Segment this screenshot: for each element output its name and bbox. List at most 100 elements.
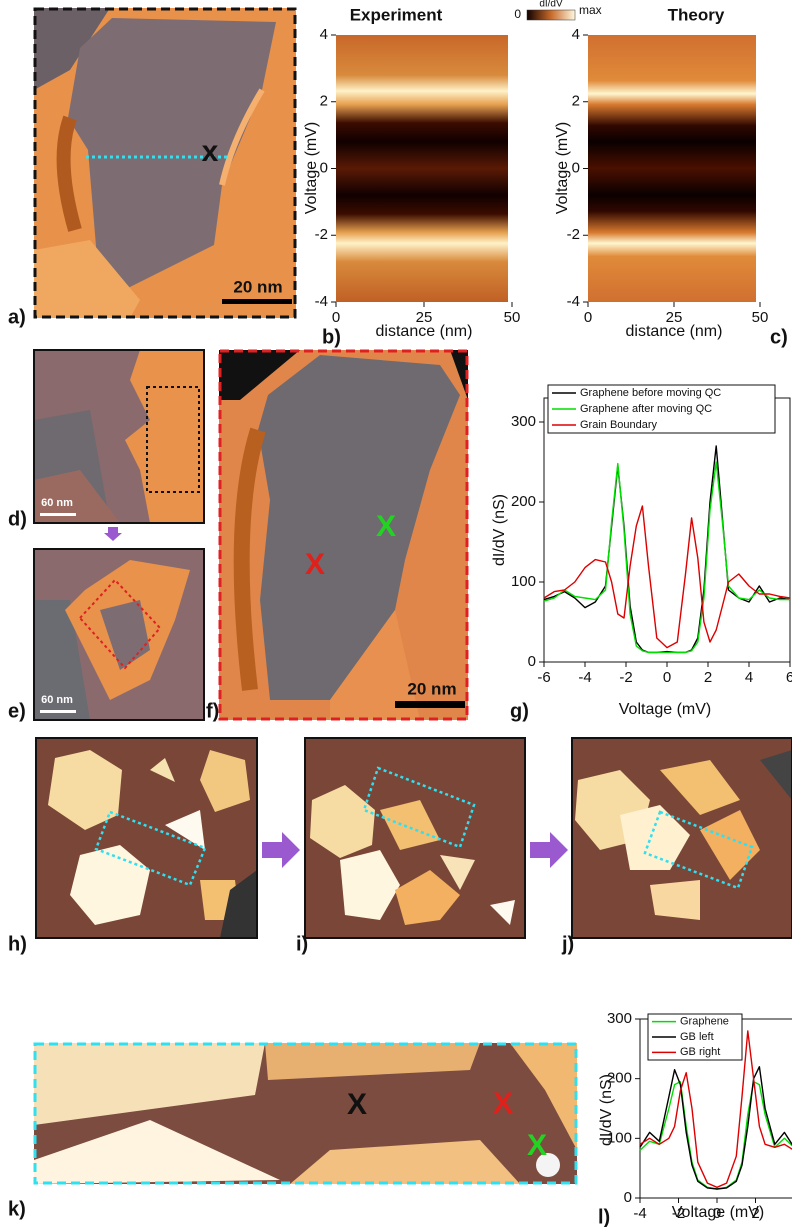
stm-image-a [34,8,296,318]
series-line [543,461,790,654]
image-border [35,737,258,939]
tracked-region [94,810,207,887]
scale-bar [40,513,76,516]
marker: X [347,1088,367,1121]
scale-bar [222,299,292,304]
panel-label: d) [8,508,27,530]
stm-image-i [305,738,525,938]
tracked-region [362,766,476,849]
y-tick-label: -4 [315,293,328,310]
panel-label: f) [206,700,219,722]
image-border [33,1042,578,1185]
x-tick-label: 0 [663,669,671,686]
stm-image-k [34,1043,577,1184]
x-tick-label: 0 [713,1205,721,1222]
y-axis-label: Voltage (mV) [554,122,571,214]
stm-image-f [219,350,468,720]
marker: X [376,510,396,543]
stm-image-e [34,549,204,720]
x-tick-label: -2 [672,1205,685,1222]
x-tick-label: -2 [619,669,632,686]
panel-label: i) [296,933,308,955]
series-line [543,445,791,654]
panel-label: h) [8,933,27,955]
marker: X [493,1087,513,1120]
y-tick-label: 200 [607,1070,632,1087]
series-line [543,505,791,649]
y-tick-label: 4 [320,26,328,43]
x-tick-label: 0 [584,309,592,326]
colorbar-min: 0 [514,7,521,21]
x-axis-label: distance (nm) [376,323,473,340]
y-tick-label: 100 [511,573,536,590]
x-tick-label: 50 [504,309,521,326]
colorbar-label: dI/dV [539,0,563,10]
panel-label: e) [8,700,26,722]
y-tick-label: 300 [511,413,536,430]
legend-label: Grain Boundary [580,419,658,431]
y-tick-label: 0 [572,159,580,176]
marker: x [202,135,219,168]
x-tick-label: -4 [633,1205,646,1222]
y-tick-label: 4 [572,26,580,43]
zoom-box [146,386,200,493]
scale-bar-label: 60 nm [41,694,73,706]
arrow [530,832,568,868]
x-tick-label: -4 [578,669,591,686]
y-tick-label: 300 [607,1010,632,1027]
stm-image-d [34,350,204,523]
y-tick-label: 0 [624,1189,632,1206]
series-line [639,1066,792,1190]
series-line [639,1081,792,1190]
heatmap-image [336,35,508,302]
x-tick-label: 6 [786,669,792,686]
arrow [262,832,300,868]
y-tick-label: 0 [528,653,536,670]
x-tick-label: 50 [752,309,769,326]
zoom-box [78,578,162,670]
marker: X [305,548,325,581]
panel-label: g) [510,700,529,722]
colorbar [526,9,576,21]
x-axis-label: Voltage (mV) [619,701,711,718]
panel-label: b) [322,326,341,348]
image-border [304,737,526,939]
legend-label: Graphene [680,1016,729,1028]
y-tick-label: 2 [320,93,328,110]
x-tick-label: 2 [704,669,712,686]
x-tick-label: 4 [745,669,753,686]
x-axis-label: distance (nm) [626,323,723,340]
x-tick-label: 2 [751,1205,759,1222]
x-axis-label: Voltage (mV) [672,1204,764,1221]
image-border [571,737,792,939]
stm-image-j [572,738,792,938]
y-axis-label: dI/dV (nS) [491,494,508,566]
colorbar-max: max [579,3,602,17]
image-border [33,548,205,721]
y-axis-label: dI/dV (nS) [598,1074,615,1146]
x-tick-label: 25 [416,309,433,326]
series-line [639,1030,792,1188]
scale-bar [395,701,465,708]
x-tick-label: -6 [537,669,550,686]
plot-frame [543,397,791,663]
x-tick-label: 0 [332,309,340,326]
legend-label: Graphene before moving QC [580,387,721,399]
y-tick-label: -4 [567,293,580,310]
y-tick-label: -2 [567,226,580,243]
y-tick-label: 2 [572,93,580,110]
scale-bar-label: 20 nm [407,679,456,698]
legend-label: GB right [680,1046,720,1058]
legend-label: Graphene after moving QC [580,403,712,415]
panel-label: c) [770,326,788,348]
image-border [33,349,205,524]
x-tick-label: 25 [666,309,683,326]
panel-label: l) [598,1206,610,1227]
panel-label: j) [561,933,574,955]
panel-label: k) [8,1198,26,1220]
panel-label: a) [8,306,26,328]
stm-image-h [36,738,257,938]
marker: X [527,1129,547,1162]
